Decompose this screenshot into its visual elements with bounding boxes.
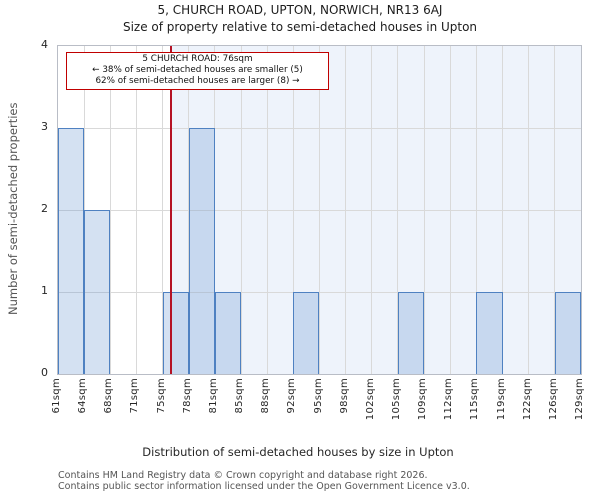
chart-title: 5, CHURCH ROAD, UPTON, NORWICH, NR13 6AJ (157, 3, 443, 17)
histogram-bar-81sqm (214, 292, 242, 374)
x-tick-label-122sqm: 122sqm (521, 378, 533, 421)
horizontal-gridline (58, 128, 581, 129)
y-axis-label: Number of semi-detached properties (6, 102, 20, 316)
horizontal-gridline (58, 210, 581, 211)
x-tick-label-61sqm: 61sqm (51, 378, 62, 414)
footer: Contains HM Land Registry data © Crown c… (58, 470, 470, 492)
x-tick-label-95sqm: 95sqm (312, 378, 324, 414)
x-tick-label-112sqm: 112sqm (443, 378, 455, 421)
histogram-bar-61sqm (58, 128, 85, 374)
histogram-bar-105sqm (397, 292, 425, 374)
y-tick-label-4: 4 (41, 38, 48, 51)
x-tick-label-119sqm: 119sqm (495, 378, 507, 421)
x-tick-label-129sqm: 129sqm (574, 378, 585, 421)
x-tick-label-126sqm: 126sqm (547, 378, 559, 421)
y-tick-label-0: 0 (41, 366, 48, 379)
x-tick-label-109sqm: 109sqm (417, 378, 429, 421)
x-tick-label-105sqm: 105sqm (390, 378, 402, 421)
y-tick-label-1: 1 (41, 284, 48, 297)
y-tick-label-2: 2 (41, 202, 48, 215)
histogram-bar-64sqm (84, 210, 111, 374)
x-tick-label-71sqm: 71sqm (129, 378, 141, 414)
subject-property-marker-line (170, 46, 173, 374)
x-axis-label: Distribution of semi-detached houses by … (142, 445, 454, 459)
annotation-smaller-text: ← 38% of semi-detached houses are smalle… (92, 65, 303, 75)
x-tick-label-78sqm: 78sqm (181, 378, 193, 414)
annotation-larger-text: 62% of semi-detached houses are larger (… (95, 76, 300, 86)
x-tick-label-64sqm: 64sqm (77, 378, 89, 414)
x-tick-label-75sqm: 75sqm (155, 378, 167, 414)
annotation-title: 5 CHURCH ROAD: 76sqm (142, 54, 253, 64)
x-tick-label-88sqm: 88sqm (260, 378, 272, 414)
x-tick-label-92sqm: 92sqm (286, 378, 298, 414)
footer-line-1: Contains HM Land Registry data © Crown c… (58, 470, 428, 481)
horizontal-gridline (58, 292, 581, 293)
y-tick-label-3: 3 (41, 120, 48, 133)
x-tick-label-85sqm: 85sqm (234, 378, 246, 414)
footer-line-2: Contains public sector information licen… (58, 481, 470, 492)
histogram-bar-115sqm (476, 292, 503, 374)
x-tick-label-98sqm: 98sqm (338, 378, 350, 414)
histogram-bar-75sqm (162, 292, 189, 374)
x-tick-label-68sqm: 68sqm (103, 378, 115, 414)
histogram-bar-78sqm (188, 128, 215, 374)
x-tick-label-102sqm: 102sqm (364, 378, 376, 421)
chart-subtitle: Size of property relative to semi-detach… (122, 20, 478, 34)
annotation-box: 5 CHURCH ROAD: 76sqm ← 38% of semi-detac… (66, 52, 329, 90)
x-tick-label-81sqm: 81sqm (207, 378, 219, 414)
x-tick-label-115sqm: 115sqm (469, 378, 481, 421)
plot-area: 5 CHURCH ROAD: 76sqm ← 38% of semi-detac… (57, 45, 582, 375)
histogram-bar-92sqm (293, 292, 320, 374)
histogram-bar-126sqm (554, 292, 581, 374)
